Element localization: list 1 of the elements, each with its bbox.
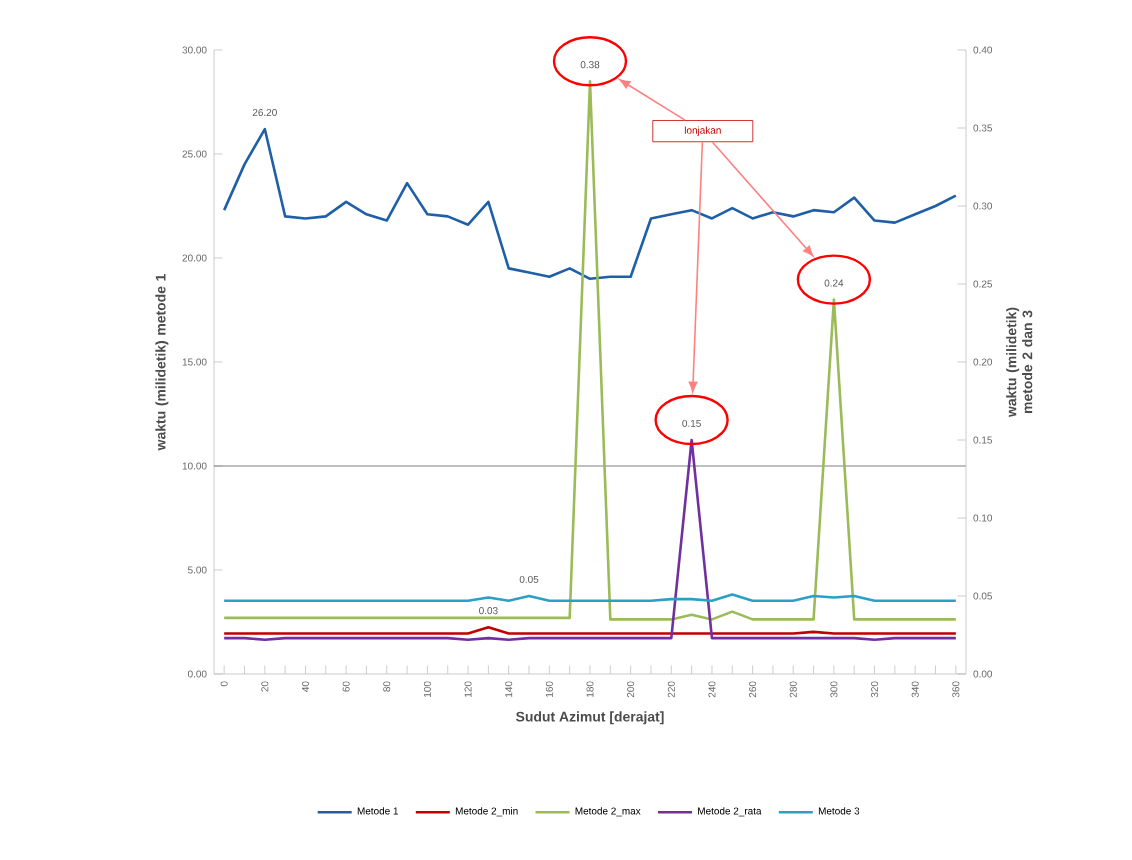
line-series [222, 127, 958, 281]
